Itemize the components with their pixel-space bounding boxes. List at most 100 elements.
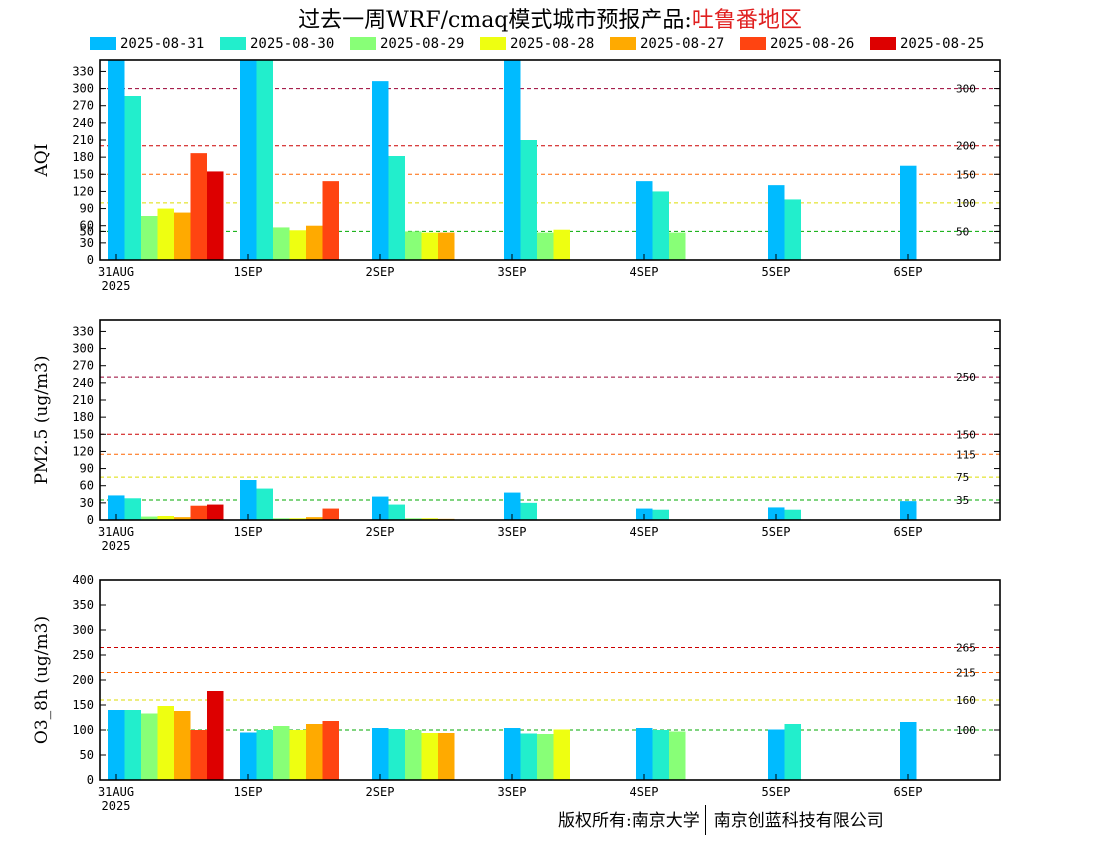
bar (388, 504, 405, 520)
reference-line-label: 265 (956, 642, 976, 655)
bar (421, 518, 438, 520)
x-tick-label: 3SEP (498, 785, 527, 799)
y-tick-label: 350 (72, 598, 94, 612)
bar (240, 60, 257, 260)
bar (157, 208, 174, 260)
x-tick-label: 2SEP (366, 525, 395, 539)
legend-swatch (610, 37, 636, 50)
bar (438, 733, 455, 780)
bar (900, 722, 917, 780)
x-tick-label: 1SEP (234, 785, 263, 799)
bar (240, 732, 257, 780)
bar (768, 185, 785, 260)
legend-swatch (740, 37, 766, 50)
y-tick-label: 250 (72, 648, 94, 662)
legend-swatch (870, 37, 896, 50)
x-tick-label: 6SEP (894, 265, 923, 279)
legend-label: 2025-08-30 (250, 36, 335, 52)
bar (174, 212, 191, 260)
bar (405, 730, 422, 780)
y-tick-label: 400 (72, 573, 94, 587)
bar (256, 488, 273, 520)
bar (768, 507, 785, 520)
bar (421, 232, 438, 260)
legend-label: 2025-08-31 (120, 36, 205, 52)
y-tick-label: 300 (72, 82, 94, 96)
y-tick-label: 120 (72, 184, 94, 198)
bar (784, 509, 801, 520)
bar (520, 502, 537, 520)
reference-line-label: 75 (956, 471, 969, 484)
chart-panel: 250 150 115 75 35 0 30 60 90 120 150 180 210 240 270 30… (32, 319, 1001, 553)
bar (504, 492, 521, 520)
bar (190, 730, 207, 780)
bar (438, 232, 455, 260)
y-tick-label: 60 (80, 479, 94, 493)
reference-line-label: 200 (956, 140, 976, 153)
bar (273, 518, 290, 520)
y-axis-label: PM2.5 (ug/m3) (32, 355, 52, 484)
x-tick-label: 2SEP (366, 785, 395, 799)
reference-line-label: 300 (956, 83, 976, 96)
chart-panel: 265 215 160 100 0 50 100 150 200 250 300 350 400 31AU… (32, 573, 1001, 813)
y-tick-label: 300 (72, 623, 94, 637)
legend-swatch (350, 37, 376, 50)
y-tick-label: 50 (80, 748, 94, 762)
chart-panel: 3002001501005003050609012015018021024027… (32, 59, 1001, 293)
y-tick-label: 90 (80, 202, 94, 216)
reference-line-label: 100 (956, 197, 976, 210)
bar (108, 710, 125, 780)
bar (652, 191, 669, 260)
bar (322, 181, 339, 260)
y-axis-label: O3_8h (ug/m3) (32, 616, 52, 744)
bar (520, 140, 537, 260)
y-tick-label: 0 (87, 253, 94, 267)
reference-line-label: 150 (956, 428, 976, 441)
y-tick-label: 60 (80, 219, 94, 233)
y-tick-label: 210 (72, 393, 94, 407)
bar (141, 713, 158, 780)
bar (207, 171, 224, 260)
bar (388, 156, 405, 260)
plot-frame (99, 59, 1001, 261)
bar (190, 505, 207, 520)
x-tick-label: 31AUG (98, 785, 134, 799)
reference-line-label: 215 (956, 667, 976, 680)
y-tick-label: 120 (72, 444, 94, 458)
y-tick-label: 180 (72, 410, 94, 424)
bar (157, 706, 174, 780)
reference-line-label: 100 (956, 724, 976, 737)
reference-line-label: 160 (956, 694, 976, 707)
bar (504, 60, 521, 260)
y-tick-label: 210 (72, 133, 94, 147)
y-tick-label: 150 (72, 167, 94, 181)
title-main: 过去一周WRF/cmaq模式城市预报产品: (298, 8, 692, 33)
y-tick-label: 30 (80, 496, 94, 510)
bar (273, 227, 290, 260)
copyright-left: 版权所有:南京大学 (558, 811, 700, 831)
y-tick-label: 270 (72, 99, 94, 113)
bar (174, 711, 191, 780)
bar (256, 60, 273, 260)
bar (900, 501, 917, 520)
y-tick-label: 0 (87, 513, 94, 527)
bar (240, 480, 257, 520)
y-axis-label: AQI (32, 144, 52, 178)
legend-swatch (220, 37, 246, 50)
reference-line-label: 150 (956, 168, 976, 181)
bar (141, 216, 158, 260)
copyright: 版权所有:南京大学 南京创蓝科技有限公司 (558, 804, 884, 837)
y-tick-label: 180 (72, 150, 94, 164)
y-tick-label: 330 (72, 324, 94, 338)
bar (372, 728, 389, 780)
reference-line-label: 115 (956, 448, 976, 461)
bar (900, 165, 917, 260)
bar (537, 232, 554, 260)
bar (669, 232, 686, 260)
bar (108, 495, 125, 520)
x-year-label: 2025 (102, 539, 131, 553)
title-region: 吐鲁番地区 (691, 8, 802, 33)
x-tick-label: 4SEP (630, 785, 659, 799)
x-tick-label: 5SEP (762, 785, 791, 799)
bar (784, 199, 801, 260)
